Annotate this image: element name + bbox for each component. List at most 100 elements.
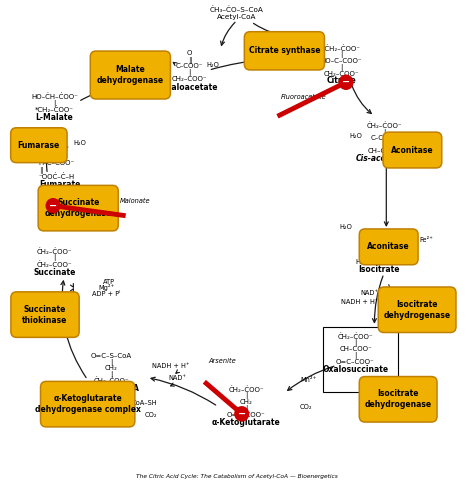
- Text: α-Ketoglutarate: α-Ketoglutarate: [212, 418, 281, 427]
- Text: The Citric Acid Cycle: The Catabolism of Acetyl-CoA — Bioenergetics: The Citric Acid Cycle: The Catabolism of…: [136, 474, 338, 479]
- FancyBboxPatch shape: [359, 377, 437, 422]
- Text: −: −: [237, 409, 246, 419]
- FancyBboxPatch shape: [90, 51, 170, 99]
- Text: HO–ĊH–ĊOO⁻: HO–ĊH–ĊOO⁻: [31, 93, 78, 100]
- Text: CH₂–COO⁻: CH₂–COO⁻: [172, 76, 208, 82]
- Text: Fumarase: Fumarase: [18, 141, 60, 150]
- FancyBboxPatch shape: [359, 229, 418, 265]
- Text: CH–COO⁻: CH–COO⁻: [363, 247, 396, 253]
- FancyBboxPatch shape: [245, 32, 324, 70]
- Text: H₂O: H₂O: [207, 62, 220, 68]
- FancyBboxPatch shape: [40, 381, 135, 427]
- Text: NADH + H⁺: NADH + H⁺: [132, 56, 170, 62]
- Text: NAD⁺: NAD⁺: [169, 375, 187, 380]
- Text: ∥: ∥: [188, 56, 191, 63]
- Text: CO₂: CO₂: [145, 412, 157, 418]
- Text: Malate
dehydrogenase: Malate dehydrogenase: [97, 65, 164, 85]
- Text: |: |: [245, 405, 248, 412]
- Text: |: |: [245, 393, 248, 399]
- Text: FADH₂: FADH₂: [92, 209, 112, 215]
- Text: |: |: [378, 253, 381, 259]
- Text: C–COO⁻: C–COO⁻: [176, 63, 203, 69]
- Text: |: |: [354, 339, 357, 346]
- Text: CH₂: CH₂: [105, 365, 118, 371]
- Text: Isocitrate
dehydrogenase: Isocitrate dehydrogenase: [365, 389, 432, 409]
- Text: FAD: FAD: [96, 216, 108, 222]
- Text: O=C–COO⁻: O=C–COO⁻: [227, 412, 266, 418]
- Text: −: −: [342, 77, 350, 87]
- Text: ĊH₂–ĊOO⁻: ĊH₂–ĊOO⁻: [337, 333, 374, 340]
- Text: Malonate: Malonate: [120, 198, 150, 204]
- Text: Oxaloacetate: Oxaloacetate: [161, 83, 219, 91]
- Text: |: |: [383, 129, 385, 136]
- FancyBboxPatch shape: [383, 132, 442, 168]
- Circle shape: [234, 406, 249, 422]
- Text: |: |: [53, 255, 56, 261]
- Text: ĊH₂–COO⁻: ĊH₂–COO⁻: [36, 261, 73, 268]
- Text: H₂O: H₂O: [339, 225, 353, 230]
- Text: ĊH₂–ĊOO⁻: ĊH₂–ĊOO⁻: [366, 122, 402, 129]
- Text: NADH + H⁺: NADH + H⁺: [152, 363, 190, 369]
- Text: Arsenite: Arsenite: [208, 358, 236, 363]
- Text: |: |: [188, 69, 191, 76]
- Text: Citrate synthase: Citrate synthase: [249, 46, 320, 55]
- Text: NADH + H⁺: NADH + H⁺: [341, 300, 379, 305]
- Text: H–Ċ–ĊOO⁻: H–Ċ–ĊOO⁻: [39, 159, 75, 166]
- Text: Mn²⁺: Mn²⁺: [300, 377, 316, 383]
- Text: H₂O: H₂O: [349, 133, 362, 138]
- Text: Succinyl-CoA: Succinyl-CoA: [83, 384, 139, 393]
- Circle shape: [338, 75, 354, 90]
- Text: CH₂: CH₂: [240, 399, 253, 405]
- Text: L-Malate: L-Malate: [36, 113, 73, 121]
- Text: ∥: ∥: [382, 141, 386, 148]
- Text: ĊH₃–ĊO–S–CoA: ĊH₃–ĊO–S–CoA: [210, 6, 264, 13]
- Text: ĊH₂–ĊOO⁻: ĊH₂–ĊOO⁻: [36, 248, 73, 255]
- Text: CH–COO⁻: CH–COO⁻: [367, 148, 401, 154]
- Text: ∥: ∥: [39, 166, 42, 173]
- Text: Aconitase: Aconitase: [391, 146, 434, 154]
- Text: CH–COO⁻: CH–COO⁻: [339, 346, 372, 352]
- Text: Isocitrate: Isocitrate: [358, 265, 400, 274]
- FancyBboxPatch shape: [378, 287, 456, 333]
- Text: *ĊH₂–ĊOO⁻: *ĊH₂–ĊOO⁻: [322, 45, 361, 52]
- Text: Fluoroacetate: Fluoroacetate: [281, 94, 326, 100]
- Text: Succinate
thiokinase: Succinate thiokinase: [22, 304, 68, 325]
- Text: ĊH₂–ĊOO⁻: ĊH₂–ĊOO⁻: [361, 234, 397, 241]
- Text: O=C–S–CoA: O=C–S–CoA: [91, 353, 132, 359]
- Text: Fumarate: Fumarate: [39, 181, 80, 189]
- Text: ĊH₂–ĊOO⁻: ĊH₂–ĊOO⁻: [93, 378, 129, 384]
- Text: NAD⁺: NAD⁺: [147, 66, 165, 72]
- Text: Succinate
dehydrogenase: Succinate dehydrogenase: [45, 198, 112, 218]
- Text: CoA–SH: CoA–SH: [25, 293, 51, 299]
- Text: Fe²⁺: Fe²⁺: [419, 237, 434, 242]
- Text: HO–CH–COO⁻: HO–CH–COO⁻: [356, 259, 402, 265]
- Text: CO₂: CO₂: [300, 404, 312, 409]
- Text: ĊH₂–ĊOO⁻: ĊH₂–ĊOO⁻: [228, 386, 264, 393]
- Text: Mg²⁺: Mg²⁺: [99, 285, 115, 291]
- Text: CoA–SH: CoA–SH: [257, 59, 283, 65]
- Text: CH₂–COO⁻: CH₂–COO⁻: [323, 71, 359, 76]
- Text: Fe²⁺: Fe²⁺: [419, 141, 434, 147]
- Text: ATP: ATP: [103, 279, 115, 285]
- Text: NAD⁺: NAD⁺: [361, 290, 379, 296]
- Text: |: |: [53, 100, 56, 106]
- Text: |: |: [110, 371, 113, 378]
- Text: Acetyl-CoA: Acetyl-CoA: [217, 14, 257, 20]
- Text: Succinate: Succinate: [33, 268, 76, 276]
- Text: |: |: [354, 352, 357, 359]
- FancyBboxPatch shape: [38, 185, 118, 231]
- Text: H₂O: H₂O: [73, 140, 86, 146]
- Text: −: −: [49, 201, 57, 211]
- Text: HO–C–COO⁻: HO–C–COO⁻: [320, 58, 362, 64]
- Text: ⁻OOĊ–Ċ–H: ⁻OOĊ–Ċ–H: [39, 173, 75, 180]
- Text: CoA–SH: CoA–SH: [132, 400, 157, 406]
- Text: |: |: [378, 240, 381, 247]
- Text: |: |: [110, 359, 113, 365]
- Text: ADP + Pᴵ: ADP + Pᴵ: [92, 291, 121, 297]
- Text: |: |: [340, 51, 343, 58]
- Text: O=C–COO⁻: O=C–COO⁻: [336, 359, 375, 364]
- Text: O: O: [187, 50, 192, 56]
- Text: Oxalosuccinate: Oxalosuccinate: [322, 365, 389, 374]
- Text: |: |: [340, 64, 343, 71]
- Text: Cis-aconitate: Cis-aconitate: [356, 154, 412, 163]
